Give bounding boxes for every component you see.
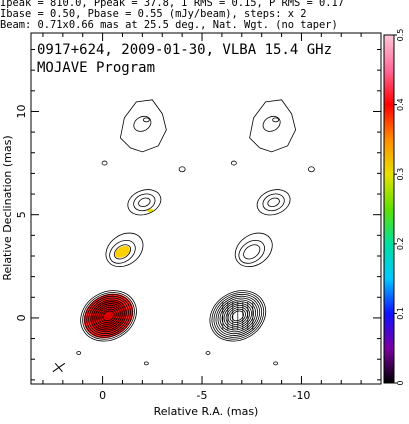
- core-contour: [100, 308, 117, 324]
- core-contour: [102, 310, 115, 322]
- header-line-2: Ibase = 0.50, Pbase = 0.55 (mJy/beam), s…: [0, 8, 307, 20]
- jet2-contour: [267, 197, 280, 207]
- core-contour: [221, 301, 254, 331]
- core-contour: [86, 295, 131, 336]
- core-contour: [80, 290, 137, 342]
- plot-title: 0917+624, 2009-01-30, VLBA 15.4 GHz: [37, 42, 332, 58]
- header-line-3: Beam: 0.71x0.66 mas at 25.5 deg., Nat. W…: [0, 19, 338, 31]
- jet1-contour: [234, 232, 273, 268]
- core-contour: [213, 293, 263, 338]
- x-tick-label: 0: [99, 389, 106, 402]
- core-contour: [219, 299, 256, 333]
- outer-jet-contour: [249, 99, 297, 153]
- noise-contour: [101, 160, 108, 166]
- y-tick-label: 10: [15, 104, 28, 118]
- plot-subtitle: MOJAVE Program: [37, 60, 155, 76]
- core-contour: [84, 293, 133, 338]
- outer-jet-contour: [142, 117, 150, 123]
- core-contour: [96, 305, 121, 327]
- core-contour: [98, 306, 119, 325]
- jet-fill-small: [147, 208, 154, 213]
- jet2-contour: [133, 193, 156, 212]
- jet2-contour: [256, 189, 291, 216]
- core-contour: [88, 297, 129, 335]
- noise-contour: [76, 351, 82, 355]
- core-contour: [82, 292, 135, 340]
- core-contour: [209, 290, 267, 342]
- axis-ticks: 0 -5 -10 0 5 10: [15, 33, 382, 402]
- noise-contour: [178, 166, 186, 173]
- core-contour: [92, 301, 125, 331]
- plot-frame: [30, 32, 382, 385]
- core-contour: [227, 306, 248, 325]
- jet-fill-yellow: [115, 245, 130, 258]
- core-contour: [211, 292, 265, 340]
- noise-contour: [205, 351, 211, 355]
- x-axis-label: Relative R.A. (mas): [154, 405, 259, 418]
- core-contour: [229, 308, 246, 324]
- contour-layer: [76, 99, 315, 366]
- jet1-contour: [243, 244, 261, 260]
- colorbar-tick-label: 0.2: [396, 237, 405, 250]
- colorbar-tick-label: 0: [396, 380, 405, 385]
- outer-jet-contour: [272, 117, 280, 123]
- jet2-contour: [262, 193, 285, 212]
- jet2-contour: [127, 189, 162, 216]
- core-contour: [90, 299, 127, 333]
- core-contour: [217, 297, 259, 335]
- y-tick-label: 5: [15, 211, 28, 218]
- y-axis-label: Relative Declination (mas): [1, 135, 14, 280]
- noise-contour: [143, 361, 149, 366]
- outer-jet-contour: [119, 99, 167, 153]
- noise-contour: [307, 166, 315, 173]
- header-line-1: Ipeak = 810.0, Ppeak = 37.8, I RMS = 0.1…: [0, 0, 345, 9]
- jet1-contour: [109, 239, 136, 264]
- noise-contour: [230, 160, 237, 166]
- beam-minor-axis: [54, 362, 63, 373]
- beam-marker: [52, 362, 66, 373]
- x-tick-label: -5: [197, 389, 208, 402]
- x-tick-label: -10: [292, 389, 310, 402]
- noise-contour: [273, 361, 279, 366]
- colorbar-tick-label: 0.4: [396, 98, 405, 111]
- colorbar: [383, 34, 395, 384]
- core-contour: [94, 303, 123, 329]
- jet1-contour: [105, 232, 144, 268]
- outer-jet-contour: [133, 115, 152, 132]
- jet1-contour: [238, 239, 265, 264]
- y-tick-label: 0: [15, 314, 28, 321]
- colorbar-ticks: 0.5 0.4 0.3 0.2 0.1 0: [394, 29, 405, 386]
- core-contour: [215, 295, 261, 336]
- colorbar-tick-label: 0.1: [396, 307, 405, 320]
- outer-jet-contour: [262, 115, 281, 132]
- colorbar-tick-label: 0.3: [396, 168, 405, 181]
- core-contour: [223, 303, 252, 329]
- jet2-contour: [138, 197, 151, 207]
- colorbar-tick-label: 0.5: [396, 29, 405, 42]
- jet1-contour: [113, 244, 132, 260]
